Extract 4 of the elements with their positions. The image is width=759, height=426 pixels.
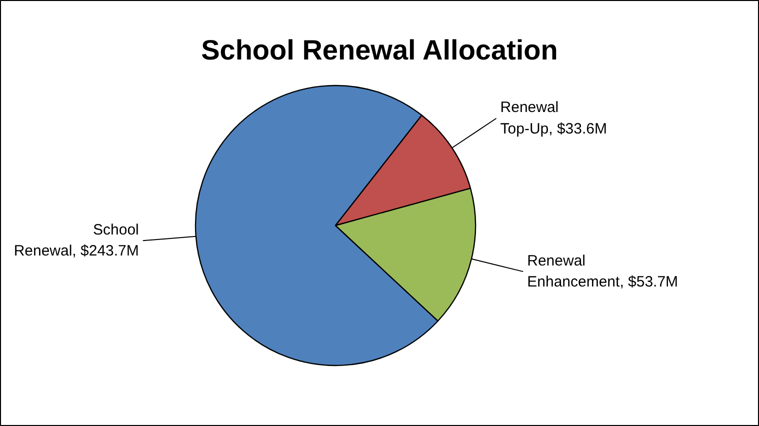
slice-label: Renewal Enhancement, $53.7M [527,252,678,291]
slice-label: School Renewal, $243.7M [14,221,139,260]
chart-title: School Renewal Allocation [201,34,558,66]
slice-label: Renewal Top-Up, $33.6M [500,99,608,138]
